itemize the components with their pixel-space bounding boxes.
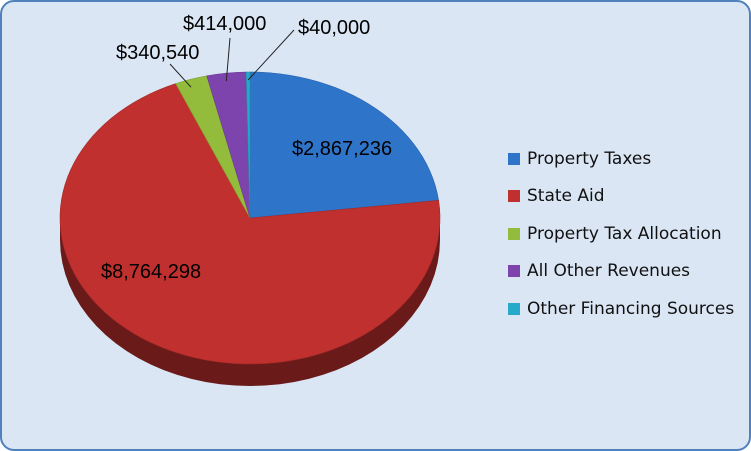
legend: Property Taxes State Aid Property Tax Al… <box>508 140 734 328</box>
data-label-other-financing-sources: $40,000 <box>298 17 371 39</box>
slice-state-aid <box>59 83 441 365</box>
legend-label: All Other Revenues <box>527 261 691 282</box>
slice-other-financing-sources <box>245 71 251 219</box>
legend-swatch <box>508 190 520 203</box>
data-label-state-aid: $8,764,298 <box>101 261 202 283</box>
legend-label: Property Tax Allocation <box>527 223 722 244</box>
data-label-all-other-revenues: $414,000 <box>183 13 267 35</box>
slice-property-taxes <box>249 71 439 219</box>
legend-item-all-other-revenues: All Other Revenues <box>508 253 734 291</box>
legend-swatch <box>508 265 520 278</box>
legend-label: State Aid <box>527 186 605 207</box>
data-label-property-taxes: $2,867,236 <box>292 138 393 160</box>
leader-line-other-financing-sources <box>247 29 295 81</box>
legend-label: Property Taxes <box>527 148 652 169</box>
data-label-property-tax-allocation: $340,540 <box>116 42 200 64</box>
legend-item-property-taxes: Property Taxes <box>508 140 734 178</box>
legend-item-property-tax-allocation: Property Tax Allocation <box>508 215 734 253</box>
legend-item-other-financing-sources: Other Financing Sources <box>508 290 734 328</box>
leader-line-property-tax-allocation <box>169 63 192 88</box>
legend-swatch <box>508 227 520 240</box>
legend-swatch <box>508 152 520 165</box>
legend-swatch <box>508 302 520 315</box>
legend-item-state-aid: State Aid <box>508 178 734 216</box>
legend-label: Other Financing Sources <box>527 298 735 319</box>
leader-line-all-other-revenues <box>225 37 231 82</box>
